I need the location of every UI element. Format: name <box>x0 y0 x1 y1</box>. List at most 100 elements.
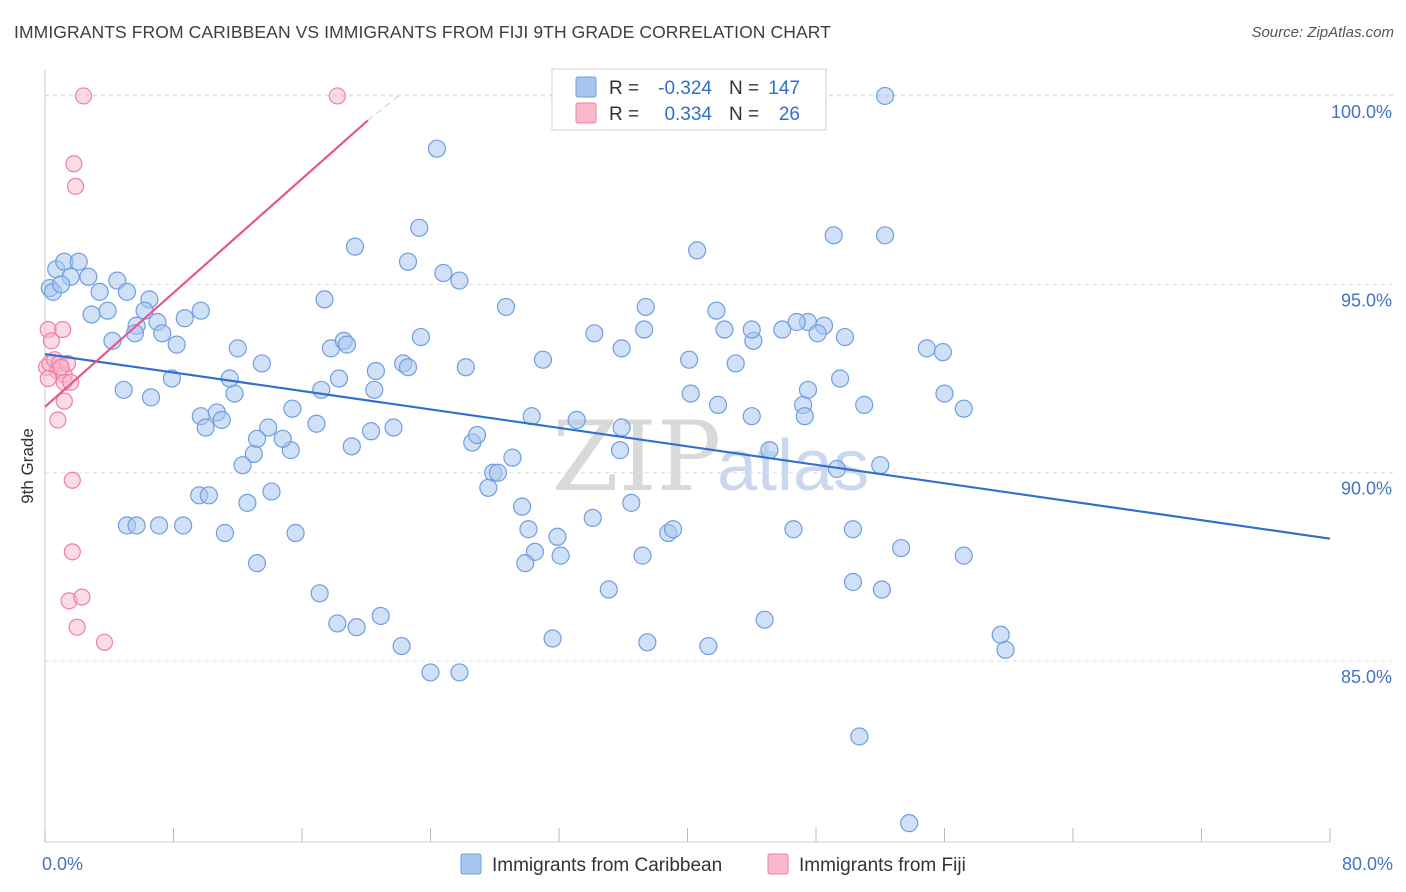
caribbean-point <box>215 523 234 543</box>
caribbean-r-value: -0.324 <box>658 78 712 99</box>
caribbean-point <box>855 395 874 414</box>
caribbean-points <box>40 86 1015 833</box>
caribbean-point <box>228 339 247 358</box>
fiji-point <box>74 87 93 105</box>
caribbean-point <box>141 388 161 407</box>
caribbean-point <box>421 663 440 682</box>
caribbean-point <box>307 414 326 433</box>
caribbean-point <box>392 636 411 656</box>
y-tick-labels: 85.0% 90.0% 95.0% 100.0% <box>1331 102 1392 687</box>
legend-caribbean-swatch <box>460 853 482 875</box>
caribbean-point <box>726 354 745 373</box>
caribbean-point <box>114 380 133 399</box>
caribbean-point <box>933 343 952 362</box>
fiji-point <box>68 618 86 636</box>
chart-title: IMMIGRANTS FROM CARIBBEAN VS IMMIGRANTS … <box>14 22 831 42</box>
caribbean-point <box>479 478 498 497</box>
caribbean-point <box>398 358 418 377</box>
caribbean-point <box>347 618 366 637</box>
caribbean-point <box>371 606 390 626</box>
caribbean-point <box>635 320 654 339</box>
caribbean-point <box>456 358 475 377</box>
caribbean-point <box>398 252 418 271</box>
fiji-swatch <box>575 102 597 124</box>
caribbean-point <box>533 350 553 369</box>
caribbean-point <box>843 520 863 539</box>
caribbean-point <box>384 418 403 437</box>
caribbean-point <box>247 429 267 448</box>
caribbean-point <box>715 320 734 339</box>
legend-fiji-label: Immigrants from Fiji <box>799 855 966 876</box>
source-label: Source: ZipAtlas.com <box>1251 24 1394 41</box>
fiji-point <box>66 177 85 195</box>
caribbean-point <box>175 309 194 328</box>
caribbean-point <box>345 237 365 256</box>
caribbean-point <box>636 297 655 317</box>
caribbean-point <box>496 297 516 317</box>
caribbean-point <box>220 369 239 388</box>
caribbean-point <box>467 425 487 445</box>
caribbean-point <box>707 301 726 320</box>
caribbean-point <box>610 441 630 460</box>
caribbean-point <box>954 399 973 418</box>
caribbean-point <box>410 218 429 237</box>
caribbean-point <box>361 422 381 441</box>
caribbean-point <box>127 516 146 535</box>
caribbean-r-label: R = <box>609 78 639 99</box>
caribbean-point <box>503 448 522 467</box>
fiji-point <box>55 392 73 410</box>
caribbean-point <box>824 226 843 245</box>
caribbean-point <box>872 580 891 599</box>
caribbean-point <box>69 252 88 271</box>
watermark: ZIP atlas <box>552 401 869 513</box>
caribbean-point <box>82 305 101 324</box>
caribbean-point <box>954 546 973 565</box>
fiji-point <box>52 358 70 376</box>
caribbean-point <box>312 380 331 399</box>
caribbean-point <box>680 350 699 369</box>
caribbean-point <box>337 335 357 354</box>
fiji-point <box>63 543 81 561</box>
fiji-points <box>38 87 346 651</box>
caribbean-point <box>90 282 109 301</box>
legend: Immigrants from Caribbean Immigrants fro… <box>460 853 966 876</box>
caribbean-point <box>808 324 827 343</box>
caribbean-point <box>760 441 779 460</box>
caribbean-point <box>551 546 570 565</box>
caribbean-point <box>411 327 430 347</box>
caribbean-point <box>427 139 447 158</box>
caribbean-trend-line <box>44 352 1331 540</box>
caribbean-point <box>708 395 728 414</box>
caribbean-point <box>742 407 761 426</box>
caribbean-point <box>153 324 172 343</box>
caribbean-point <box>830 369 850 388</box>
fiji-trend-extension <box>367 95 399 121</box>
caribbean-point <box>199 486 218 505</box>
caribbean-n-label: N = <box>729 78 759 99</box>
caribbean-point <box>225 384 244 403</box>
caribbean-point <box>259 418 278 437</box>
caribbean-point <box>991 625 1010 644</box>
caribbean-point <box>283 399 302 418</box>
y-tick-label: 90.0% <box>1341 479 1392 499</box>
caribbean-point <box>843 572 863 592</box>
caribbean-point <box>871 456 890 475</box>
legend-caribbean-label: Immigrants from Caribbean <box>492 855 722 876</box>
legend-fiji-swatch <box>767 853 789 875</box>
caribbean-point <box>875 86 895 106</box>
caribbean-point <box>247 554 267 573</box>
fiji-trend-line <box>44 119 369 408</box>
caribbean-point <box>212 410 231 430</box>
caribbean-point <box>784 520 803 539</box>
caribbean-point <box>892 538 911 558</box>
y-tick-label: 95.0% <box>1341 290 1392 310</box>
caribbean-point <box>567 410 586 430</box>
caribbean-point <box>329 369 349 388</box>
caribbean-point <box>681 384 700 403</box>
stats-box: R = -0.324 N = 147 R = 0.334 N = 26 <box>551 68 827 131</box>
gridlines <box>45 94 1395 662</box>
caribbean-point <box>599 580 618 599</box>
caribbean-point <box>875 226 895 245</box>
caribbean-point <box>900 814 919 833</box>
caribbean-point <box>622 493 641 512</box>
